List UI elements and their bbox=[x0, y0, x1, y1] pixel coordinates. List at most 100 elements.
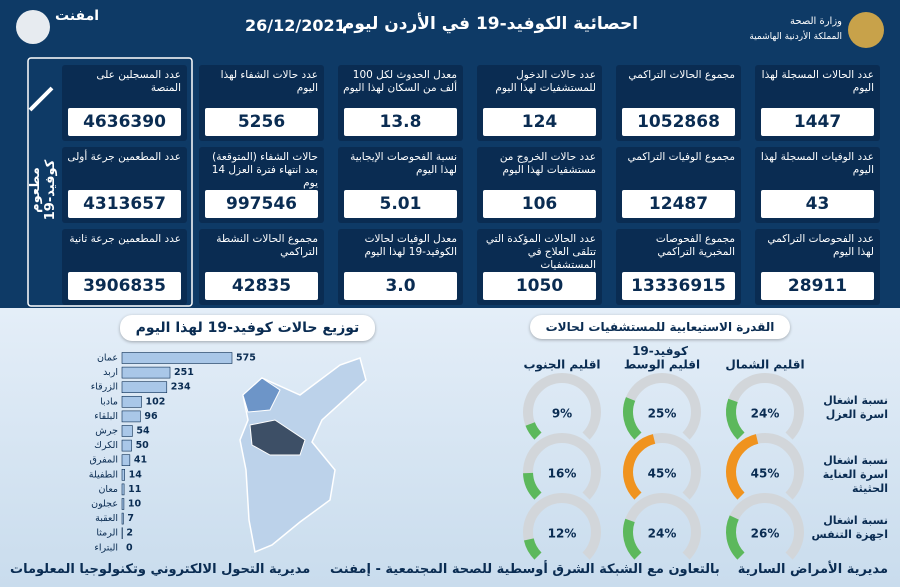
stat-card: عدد المسجلين على المنصة 4636390 bbox=[62, 65, 187, 141]
gauge-label: 9% bbox=[552, 407, 572, 421]
stat-label: مجموع الفحوصات المخبرية التراكمي bbox=[655, 233, 735, 258]
bar-value: 7 bbox=[127, 513, 134, 524]
bar-value: 54 bbox=[136, 426, 150, 437]
stat-value: 3.0 bbox=[344, 272, 457, 300]
stat-value: 28911 bbox=[761, 272, 874, 300]
region-label: اقليم الشمال bbox=[725, 358, 804, 372]
category-label: جرش bbox=[95, 426, 118, 437]
footer-left: مديرية التحول الالكتروني وتكنولوجيا المع… bbox=[10, 562, 311, 577]
bar bbox=[121, 410, 141, 423]
stat-value: 1447 bbox=[761, 108, 874, 136]
category-label: اربد bbox=[103, 367, 118, 378]
bar-value: 0 bbox=[126, 542, 133, 553]
bar bbox=[121, 483, 125, 496]
jordan-map bbox=[239, 357, 367, 554]
stat-label: عدد الفحوصات التراكمي لهذا اليوم bbox=[767, 233, 874, 258]
category-label: الرمثا bbox=[96, 528, 118, 539]
bar bbox=[121, 395, 142, 408]
stat-card: نسبة الفحوصات الإيجابية لهذا اليوم 5.01 bbox=[338, 147, 463, 223]
stat-card: عدد الحالات المؤكدة التي تتلقى العلاج في… bbox=[477, 229, 602, 305]
bar bbox=[121, 439, 132, 452]
stat-card: عدد المطعمين جرعة أولى 4313657 bbox=[62, 147, 187, 223]
stat-value: 1050 bbox=[483, 272, 596, 300]
gauge-track bbox=[523, 373, 601, 440]
bar-value: 251 bbox=[174, 367, 194, 378]
gauge-label: 45% bbox=[648, 467, 677, 481]
gauge-label: 24% bbox=[648, 527, 677, 541]
row-label: نسبة اشغال اسرة العناية الحثيثة bbox=[822, 454, 888, 495]
bar-value: 41 bbox=[134, 455, 147, 466]
category-label: البتراء bbox=[94, 542, 118, 553]
ministry: وزارة الصحة bbox=[790, 16, 842, 27]
gauge-value bbox=[726, 515, 745, 560]
bar bbox=[121, 454, 131, 467]
stat-value: 124 bbox=[483, 108, 596, 136]
footer-right: مديرية الأمراض السارية bbox=[737, 562, 888, 577]
stat-label: عدد المطعمين جرعة ثانية bbox=[69, 233, 181, 245]
category-label: الطفيلة bbox=[89, 469, 118, 480]
stat-value: 4636390 bbox=[68, 108, 181, 136]
stat-card: عدد حالات الشفاء لهذا اليوم 5256 bbox=[199, 65, 324, 141]
stat-card: مجموع الحالات النشطة التراكمي 42835 bbox=[199, 229, 324, 305]
category-label: عجلون bbox=[91, 499, 118, 510]
stat-card: عدد حالات الدخول للمستشفيات لهذا اليوم 12… bbox=[477, 65, 602, 141]
bar bbox=[121, 366, 171, 379]
stat-label: عدد الحالات المؤكدة التي تتلقى العلاج في… bbox=[485, 233, 596, 271]
stat-card: عدد الفحوصات التراكمي لهذا اليوم 28911 bbox=[755, 229, 880, 305]
stat-value: 106 bbox=[483, 190, 596, 218]
category-label: عمان bbox=[97, 353, 118, 364]
bar-value: 14 bbox=[129, 469, 143, 480]
stat-label: عدد المسجلين على المنصة bbox=[96, 69, 181, 94]
stat-card: عدد حالات الخروج من مستشفيات لهذا اليوم 1… bbox=[477, 147, 602, 223]
gauge-value bbox=[726, 434, 759, 500]
stat-card: مجموع الوفيات التراكمي 12487 bbox=[616, 147, 741, 223]
gauge-value bbox=[623, 397, 642, 440]
bar bbox=[121, 352, 233, 364]
stat-label: حالات الشفاء (المتوقعة) بعد انتهاء فترة … bbox=[211, 151, 318, 189]
stat-card: حالات الشفاء (المتوقعة) بعد انتهاء فترة … bbox=[199, 147, 324, 223]
stat-card: مجموع الفحوصات المخبرية التراكمي 13336915 bbox=[616, 229, 741, 305]
stat-label: عدد المطعمين جرعة أولى bbox=[67, 151, 181, 163]
bar bbox=[121, 468, 125, 481]
row-label: نسبة اشغال اسرة العزل bbox=[823, 394, 888, 421]
row-label: نسبة اشغال اجهزة التنفس bbox=[811, 514, 888, 541]
stat-label: مجموع الوفيات التراكمي bbox=[627, 151, 735, 163]
stat-value: 42835 bbox=[205, 272, 318, 300]
emblem bbox=[848, 12, 884, 48]
stat-card: عدد الحالات المسجلة لهذا اليوم 1447 bbox=[755, 65, 880, 141]
gauge-label: 12% bbox=[548, 527, 577, 541]
bar-value: 102 bbox=[146, 396, 166, 407]
gauge-value bbox=[523, 472, 542, 500]
category-label: مادبا bbox=[100, 396, 118, 407]
gauge-track bbox=[523, 493, 601, 560]
category-label: الكرك bbox=[94, 440, 118, 451]
stat-value: 43 bbox=[761, 190, 874, 218]
bar-value: 10 bbox=[128, 499, 142, 510]
vaccine-frame bbox=[27, 57, 193, 307]
footer-center: بالتعاون مع الشبكة الشرق أوسطية للصحة ال… bbox=[330, 562, 720, 577]
bar-value: 234 bbox=[171, 382, 191, 393]
kingdom: المملكة الأردنية الهاشمية bbox=[749, 32, 842, 42]
region-label: اقليم الوسط bbox=[624, 358, 700, 373]
stat-card: معدل الحدوث لكل 100 ألف من السكان لهذا ا… bbox=[338, 65, 463, 141]
category-label: معان bbox=[98, 484, 118, 495]
bar-value: 11 bbox=[128, 484, 141, 495]
stat-value: 13336915 bbox=[622, 272, 735, 300]
category-label: البلقاء bbox=[94, 411, 118, 422]
stat-label: عدد الحالات المسجلة لهذا اليوم bbox=[761, 69, 874, 94]
vaccine-title: مطعوم كوفيد-19 bbox=[28, 159, 58, 221]
logo-text: امفنت bbox=[55, 8, 100, 24]
stat-card: مجموع الحالات التراكمي 1052868 bbox=[616, 65, 741, 141]
stat-value: 3906835 bbox=[68, 272, 181, 300]
bar-value: 50 bbox=[136, 440, 150, 451]
gauge-value bbox=[523, 538, 542, 560]
gauge-value bbox=[726, 398, 745, 440]
gauge-value bbox=[623, 518, 642, 560]
category-label: الزرقاء bbox=[91, 382, 118, 393]
stat-value: 13.8 bbox=[344, 108, 457, 136]
stat-card: عدد المطعمين جرعة ثانية 3906835 bbox=[62, 229, 187, 305]
bar bbox=[121, 381, 168, 394]
capacity-title: القدرة الاستيعابية للمستشفيات لحالات كوف… bbox=[530, 315, 790, 358]
gauge-label: 26% bbox=[751, 527, 780, 541]
